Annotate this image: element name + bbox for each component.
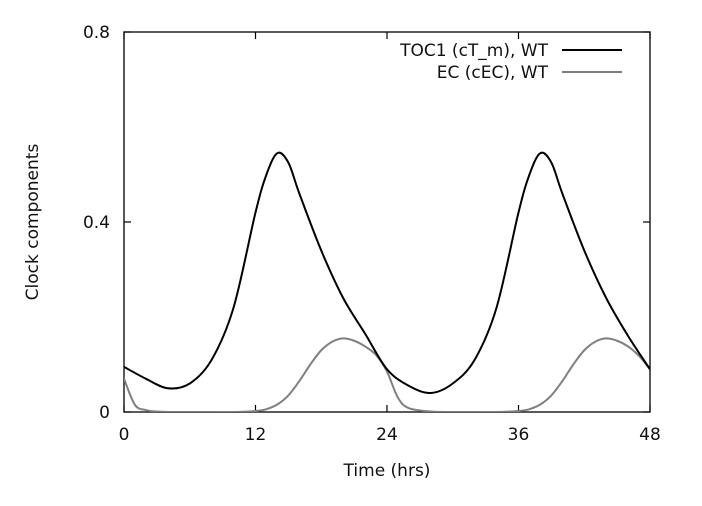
y-axis-title: Clock components xyxy=(23,144,43,301)
ticks-layer: 0 12 24 36 48 0 0.4 0.8 xyxy=(83,23,661,445)
legend-label-0: TOC1 (cT_m), WT xyxy=(399,41,549,61)
series-layer xyxy=(124,151,650,412)
y-tick-label: 0.8 xyxy=(83,23,110,43)
legend-label-1: EC (cEC), WT xyxy=(437,63,549,83)
x-tick-label: 36 xyxy=(508,425,530,445)
y-tick-label: 0.4 xyxy=(83,213,110,233)
plot-area-frame xyxy=(123,31,651,413)
x-tick-label: 24 xyxy=(376,425,398,445)
series-line-0 xyxy=(124,151,650,395)
x-tick-label: 0 xyxy=(119,425,130,445)
x-tick-label: 48 xyxy=(639,425,661,445)
x-tick-label: 12 xyxy=(245,425,267,445)
x-axis-title: Time (hrs) xyxy=(343,461,431,481)
series-line-1 xyxy=(124,337,650,412)
y-tick-label: 0 xyxy=(99,403,110,423)
